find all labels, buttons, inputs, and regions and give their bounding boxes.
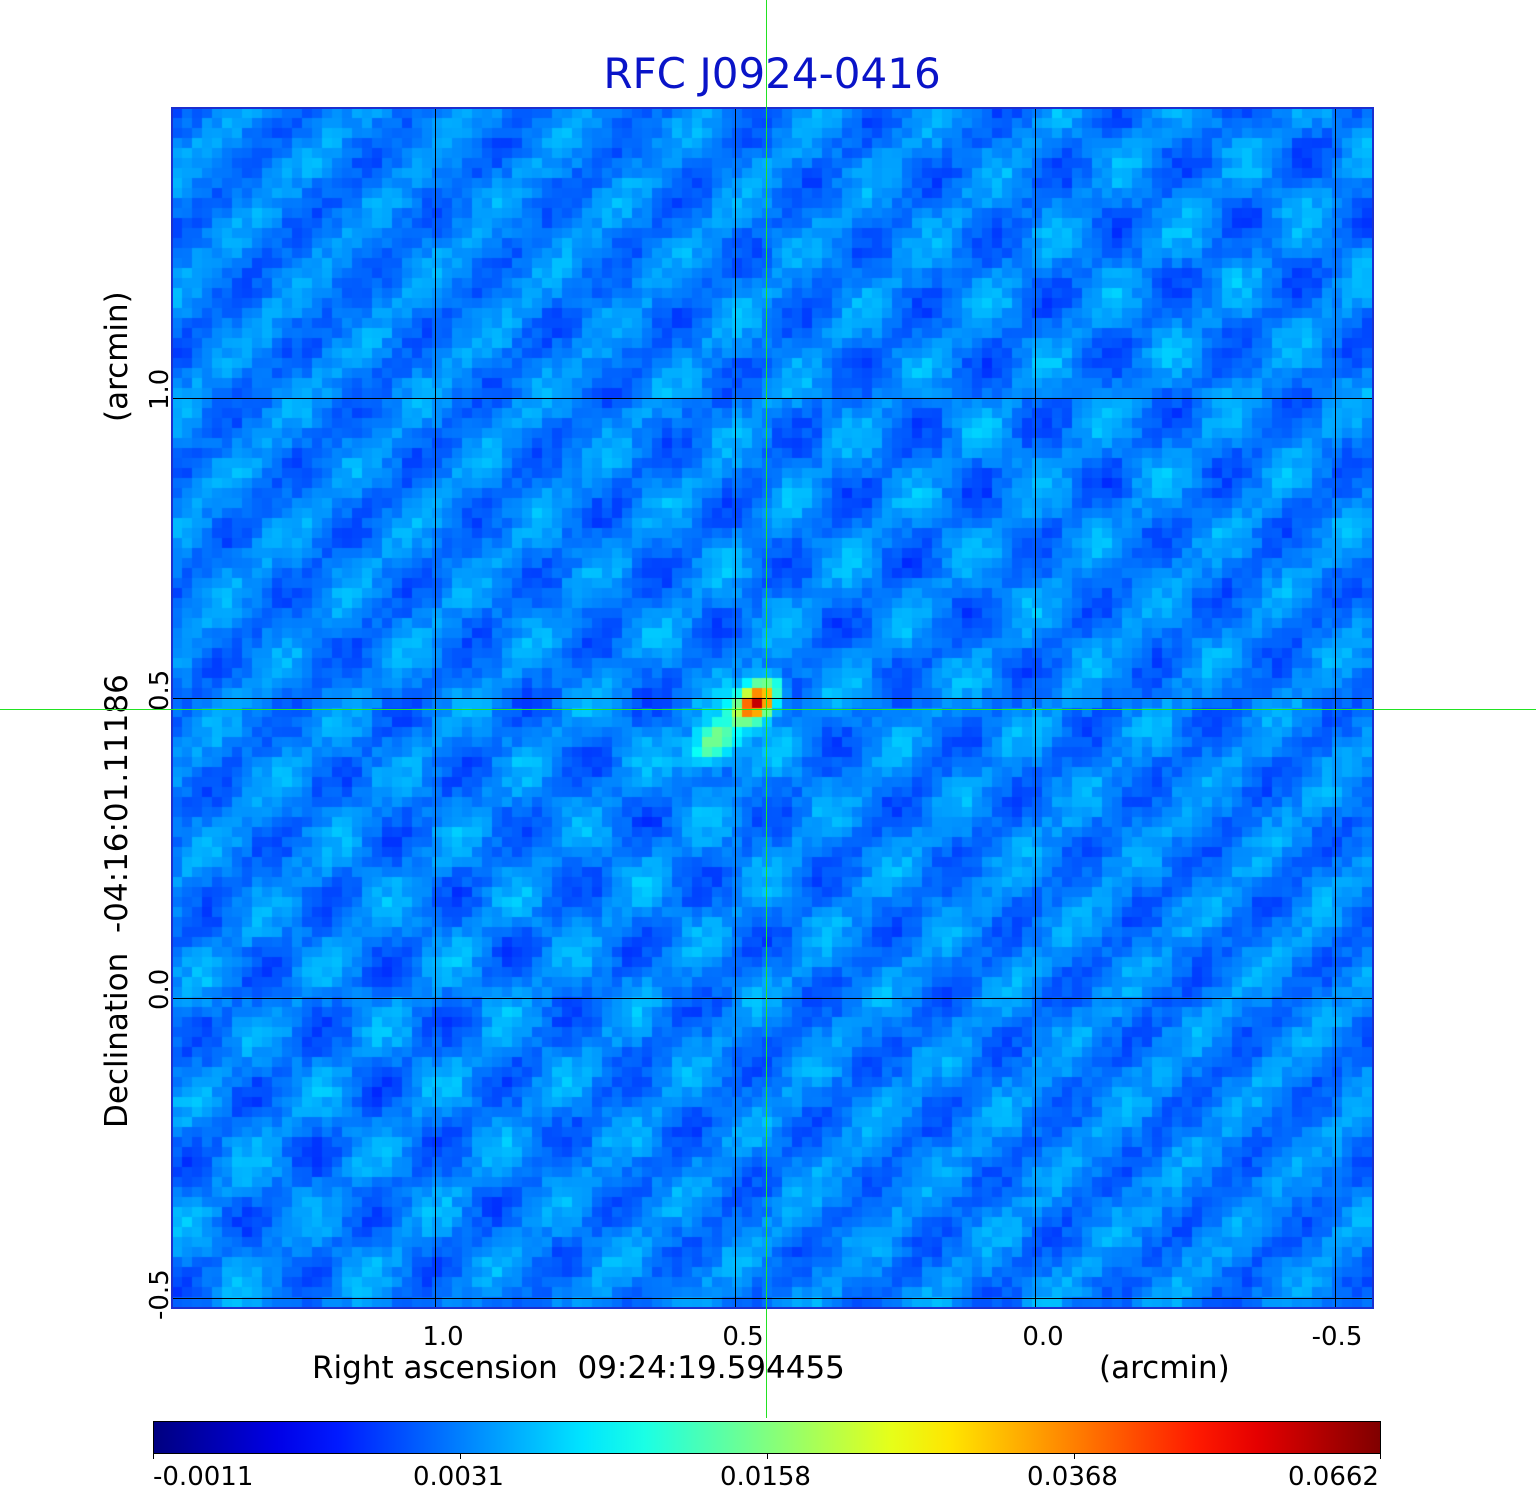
grid-line-x-minus-0.5: [1335, 109, 1336, 1307]
grid-line-x-1.0: [435, 109, 436, 1307]
x-tick-label: 0.5: [722, 1322, 764, 1352]
colorbar-label: 0.0368: [1027, 1462, 1118, 1492]
colorbar-label: 0.0031: [413, 1462, 504, 1492]
intensity-map[interactable]: [173, 109, 1372, 1307]
grid-line-y-minus-0.5: [173, 1298, 1372, 1299]
x-axis-label: Right ascension 09:24:19.594455: [312, 1350, 845, 1386]
colorbar-tick: [1380, 1453, 1381, 1459]
colorbar-tick: [767, 1453, 768, 1459]
chart-title: RFC J0924-0416: [603, 49, 941, 98]
grid-line-x-0.5: [735, 109, 736, 1307]
y-tick-label: -0.5: [145, 1269, 175, 1320]
image-panel[interactable]: [171, 107, 1374, 1309]
colorbar-label: 0.0662: [1288, 1462, 1379, 1492]
x-tick-label: -0.5: [1311, 1322, 1363, 1352]
y-tick-label: 0.5: [145, 669, 175, 711]
y-tick-label: 0.0: [145, 968, 175, 1010]
colorbar-label: -0.0011: [153, 1462, 254, 1492]
colorbar-label: 0.0158: [720, 1462, 811, 1492]
y-axis-label: Declination -04:16:01.11186: [99, 674, 135, 1128]
colorbar-tick: [1074, 1453, 1075, 1459]
colorbar-tick: [460, 1453, 461, 1459]
grid-line-y-1.0: [173, 398, 1372, 399]
x-tick-label: 0.0: [1022, 1322, 1064, 1352]
crosshair-horizontal: [0, 709, 1536, 710]
x-tick-label: 1.0: [422, 1322, 464, 1352]
colorbar: [153, 1421, 1381, 1454]
x-axis-unit: (arcmin): [1099, 1350, 1230, 1386]
y-tick-label: 1.0: [145, 368, 175, 410]
colorbar-tick: [153, 1453, 154, 1459]
grid-line-y-0.5: [173, 698, 1372, 699]
grid-line-x-0.0: [1035, 109, 1036, 1307]
y-axis-unit: (arcmin): [99, 291, 135, 422]
grid-line-y-0.0: [173, 998, 1372, 999]
